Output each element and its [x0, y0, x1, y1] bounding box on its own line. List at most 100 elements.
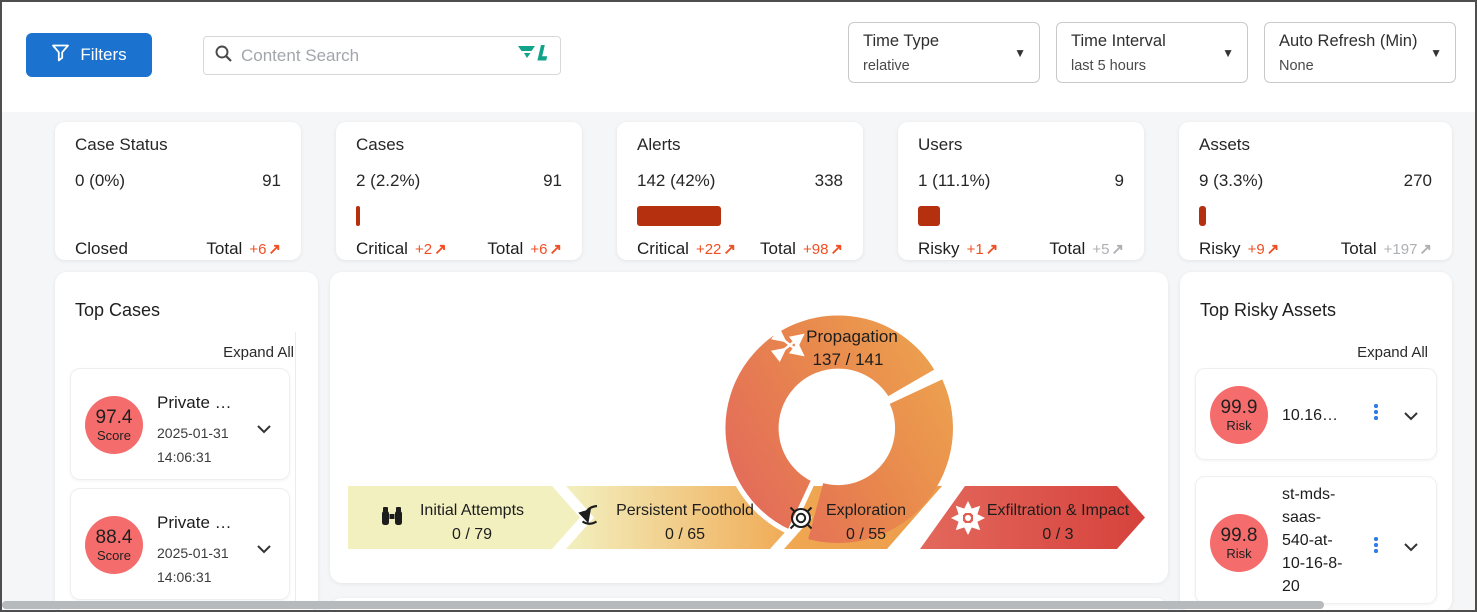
right-delta-link[interactable]: +6 ↗ — [530, 241, 562, 258]
time-interval-value: last 5 hours — [1071, 58, 1146, 74]
shuffle-icon — [770, 327, 805, 363]
right-delta-link[interactable]: +98 ↗ — [802, 241, 843, 258]
card-right-label: Total — [760, 239, 796, 258]
right-delta-link[interactable]: +197 ↗ — [1383, 241, 1432, 258]
trend-arrow-icon: ↗ — [830, 241, 843, 258]
left-delta-link[interactable]: +2 ↗ — [414, 241, 447, 258]
top-cases-title: Top Cases — [75, 300, 161, 320]
top-risky-assets-title: Top Risky Assets — [1200, 300, 1337, 320]
content-search-box[interactable] — [203, 36, 561, 75]
card-title: Case Status — [75, 135, 168, 154]
right-delta-link[interactable]: +6 ↗ — [249, 241, 281, 258]
case-datetime: 2025-01-31 14:06:31 — [157, 545, 229, 585]
horizontal-scrollbar-thumb[interactable] — [2, 601, 1324, 609]
expand-all-link[interactable]: Expand All — [223, 344, 294, 361]
time-interval-dropdown[interactable]: Time Interval last 5 hours ▼ — [1056, 22, 1248, 83]
card-left-value: 142 (42%) — [637, 171, 716, 190]
time-type-dropdown[interactable]: Time Type relative ▼ — [848, 22, 1040, 83]
card-left-label: Risky — [1199, 239, 1241, 258]
stage-value: 0 / 55 — [846, 526, 886, 543]
top-risky-assets-panel: Top Risky Assets Expand All 99.9 Risk 10… — [1180, 272, 1452, 612]
stage-initial-attempts[interactable] — [348, 486, 580, 549]
top-cases-panel: Top Cases Expand All 97.4 Score Private … — [55, 272, 318, 612]
chevron-down-icon[interactable] — [257, 421, 271, 439]
card-left-label: Risky — [918, 239, 960, 258]
score-badge: 97.4 Score — [85, 396, 143, 454]
stat-card-users: Users 1 (11.1%) 9 Risky +1 ↗ Total +5 ↗ — [898, 122, 1144, 260]
progress-bar — [356, 206, 361, 226]
asset-item[interactable]: 99.8 Risk st-mds-saas-540-at-10-16-8-20 — [1195, 476, 1437, 604]
caret-down-icon: ▼ — [1222, 45, 1234, 60]
trend-arrow-icon: ↗ — [1419, 241, 1432, 258]
card-right-label: Total — [1049, 239, 1086, 258]
card-left-value: 1 (11.1%) — [918, 171, 991, 190]
score-badge: 88.4 Score — [85, 516, 143, 574]
panel-scrollbar[interactable] — [295, 332, 296, 604]
trend-arrow-icon: ↗ — [268, 241, 281, 258]
trend-arrow-icon: ↗ — [723, 241, 736, 258]
time-interval-label: Time Interval — [1071, 32, 1166, 50]
caret-down-icon: ▼ — [1014, 45, 1026, 60]
stage-persistent-foothold[interactable] — [566, 486, 798, 549]
search-icon — [214, 44, 233, 68]
left-delta-link[interactable]: +1 ↗ — [966, 241, 999, 258]
stage-name: Exploration — [826, 502, 906, 519]
left-delta-link[interactable]: +22 ↗ — [695, 241, 736, 258]
card-right-label: Total — [487, 239, 524, 258]
stage-value: 0 / 3 — [1042, 526, 1073, 543]
expand-all-link[interactable]: Expand All — [1357, 344, 1428, 361]
time-type-label: Time Type — [863, 32, 940, 50]
kebab-menu-icon[interactable] — [1372, 535, 1380, 555]
card-right-label: Total — [206, 239, 243, 258]
card-right-label: Total — [1340, 239, 1377, 258]
case-name: Private … — [157, 393, 232, 412]
trend-arrow-icon: ↗ — [1266, 241, 1280, 258]
card-left-value: 2 (2.2%) — [356, 171, 421, 190]
chevron-down-icon[interactable] — [1404, 408, 1418, 426]
case-item[interactable]: 97.4 Score Private … 2025-01-31 14:06:31 — [70, 368, 290, 480]
asset-name: st-mds-saas-540-at-10-16-8-20 — [1282, 486, 1343, 595]
burst-icon — [951, 501, 985, 535]
chevron-down-icon[interactable] — [257, 541, 271, 559]
propagation-ring[interactable] — [720, 310, 953, 544]
auto-refresh-value: None — [1279, 58, 1314, 74]
asset-item[interactable]: 99.9 Risk 10.16… — [1195, 368, 1437, 460]
stage-exfiltration-impact[interactable] — [920, 486, 1145, 549]
stage-value: 0 / 79 — [452, 526, 492, 543]
progress-bar — [918, 206, 941, 226]
card-right-value: 270 — [1403, 171, 1432, 190]
kebab-menu-icon[interactable] — [1372, 402, 1380, 422]
card-title: Cases — [356, 135, 405, 154]
card-title: Assets — [1199, 135, 1251, 154]
filters-button[interactable]: Filters — [26, 33, 152, 77]
case-item[interactable]: 88.4 Score Private … 2025-01-31 14:06:31 — [70, 488, 290, 600]
stat-card-assets: Assets 9 (3.3%) 270 Risky +9 ↗ Total +197… — [1179, 122, 1452, 260]
target-icon — [789, 506, 813, 530]
card-left-label: Closed — [75, 239, 128, 258]
ring-label: Propagation — [806, 327, 898, 346]
trend-arrow-icon: ↗ — [549, 241, 562, 258]
progress-bar — [637, 206, 721, 226]
left-delta-link[interactable]: +9 ↗ — [1247, 241, 1280, 258]
right-delta-link[interactable]: +5 ↗ — [1092, 241, 1124, 258]
asset-name: 10.16… — [1282, 407, 1339, 424]
trend-arrow-icon: ↗ — [985, 241, 999, 258]
card-left-label: Critical — [637, 239, 689, 258]
binoculars-icon — [382, 507, 402, 525]
stat-card-cases: Cases 2 (2.2%) 91 Critical +2 ↗ Total +6 ↗ — [336, 122, 582, 260]
case-name: Private … — [157, 513, 232, 532]
auto-refresh-dropdown[interactable]: Auto Refresh (Min) None ▼ — [1264, 22, 1456, 83]
card-left-value: 0 (0%) — [75, 171, 126, 190]
trend-arrow-icon: ↗ — [434, 241, 447, 258]
card-right-value: 338 — [814, 171, 843, 190]
ring-value: 137 / 141 — [813, 350, 884, 369]
chevron-down-icon[interactable] — [1404, 539, 1418, 557]
foothold-icon — [578, 504, 598, 525]
card-right-value: 9 — [1114, 171, 1124, 190]
kill-chain-card: Propagation 137 / 141 — [330, 272, 1168, 583]
stat-card-alerts: Alerts 142 (42%) 338 Critical +22 ↗ Total… — [617, 122, 863, 260]
card-left-value: 9 (3.3%) — [1199, 171, 1264, 190]
search-input[interactable] — [241, 45, 508, 66]
stat-card-case-status: Case Status 0 (0%) 91 Closed ↗ Total +6↗ — [55, 122, 301, 260]
trend-arrow-icon: ↗ — [1111, 241, 1124, 258]
